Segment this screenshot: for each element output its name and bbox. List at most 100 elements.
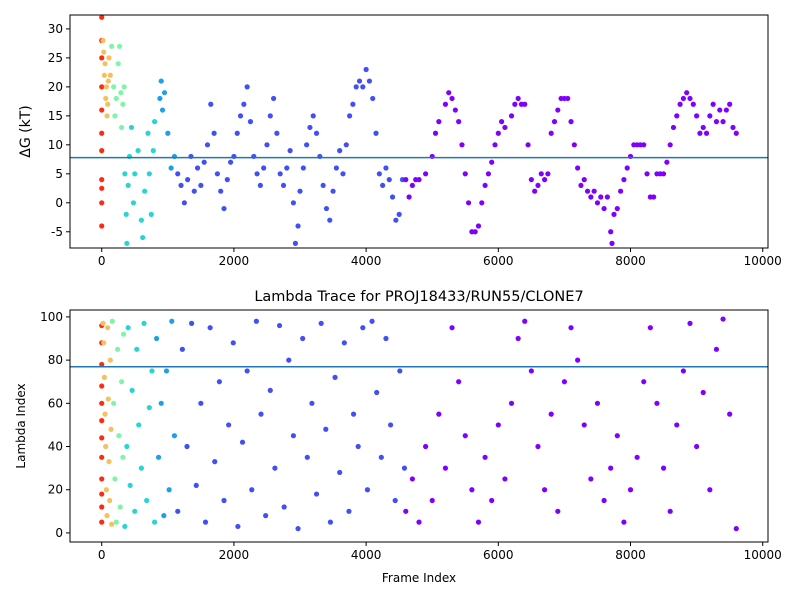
point (241, 101, 247, 107)
point (452, 107, 458, 113)
point (723, 107, 729, 113)
point (591, 188, 597, 194)
point (684, 90, 690, 96)
point (155, 454, 162, 460)
y-axis-label: Lambda Index (14, 383, 28, 468)
point (99, 55, 105, 61)
point (575, 357, 581, 363)
x-tick-label: 2000 (219, 548, 250, 562)
point (346, 508, 352, 514)
point (401, 465, 408, 471)
point (416, 177, 422, 183)
point (423, 443, 429, 450)
point (191, 188, 197, 194)
point (727, 101, 733, 107)
point (594, 200, 601, 206)
point (532, 188, 538, 194)
point (214, 171, 220, 177)
plot-area (99, 14, 739, 246)
point (515, 95, 521, 102)
point (104, 513, 110, 519)
x-tick-label: 10000 (744, 254, 782, 268)
point (376, 171, 382, 177)
point (128, 124, 135, 131)
point (670, 124, 677, 131)
point (327, 519, 334, 525)
point (216, 379, 222, 385)
point (109, 318, 115, 324)
point (350, 411, 357, 417)
point (489, 159, 495, 165)
point (614, 433, 620, 439)
point (551, 119, 558, 125)
point (508, 113, 515, 119)
point (568, 119, 574, 125)
point (555, 508, 561, 514)
point (707, 113, 713, 119)
point (261, 165, 267, 171)
point (142, 188, 148, 194)
point (103, 487, 109, 493)
point (713, 119, 720, 125)
x-tick-label: 6000 (483, 254, 514, 268)
point (469, 487, 475, 493)
point (221, 497, 227, 504)
point (333, 165, 339, 171)
x-tick-label: 4000 (351, 548, 382, 562)
point (99, 417, 105, 424)
point (123, 211, 129, 217)
point (99, 130, 105, 136)
point (297, 188, 303, 194)
point (124, 443, 130, 450)
point (152, 119, 158, 125)
point (111, 84, 117, 90)
y-tick-label: 60 (48, 396, 63, 410)
point (621, 177, 627, 183)
point (356, 78, 363, 84)
point (108, 426, 114, 432)
point (618, 188, 624, 194)
point (369, 318, 375, 324)
point (341, 340, 347, 346)
point (102, 411, 108, 417)
point (383, 335, 389, 342)
point (449, 325, 455, 331)
axes-frame (69, 309, 769, 543)
point (107, 72, 113, 78)
point (374, 389, 380, 396)
point (127, 482, 133, 489)
point (99, 185, 105, 191)
point (588, 476, 594, 482)
point (409, 182, 415, 189)
point (674, 422, 680, 428)
point (373, 130, 379, 136)
point (700, 124, 706, 131)
point (462, 433, 468, 439)
point (713, 346, 720, 352)
point (295, 526, 301, 532)
point (141, 320, 147, 326)
point (489, 497, 495, 504)
point (175, 171, 181, 177)
point (138, 465, 144, 471)
x-tick-label: 8000 (615, 254, 646, 268)
point (366, 78, 373, 84)
point (120, 331, 127, 337)
point (144, 497, 150, 504)
point (383, 165, 389, 171)
point (571, 142, 577, 148)
point (102, 61, 108, 67)
point (694, 113, 700, 119)
point (727, 411, 733, 417)
point (267, 387, 273, 393)
point (621, 519, 627, 525)
point (330, 188, 336, 194)
point (189, 320, 195, 326)
point (122, 523, 128, 530)
point (332, 374, 338, 380)
point (194, 165, 201, 171)
x-tick-label: 8000 (615, 548, 646, 562)
point (134, 346, 140, 352)
point (138, 217, 144, 223)
point (588, 194, 594, 200)
